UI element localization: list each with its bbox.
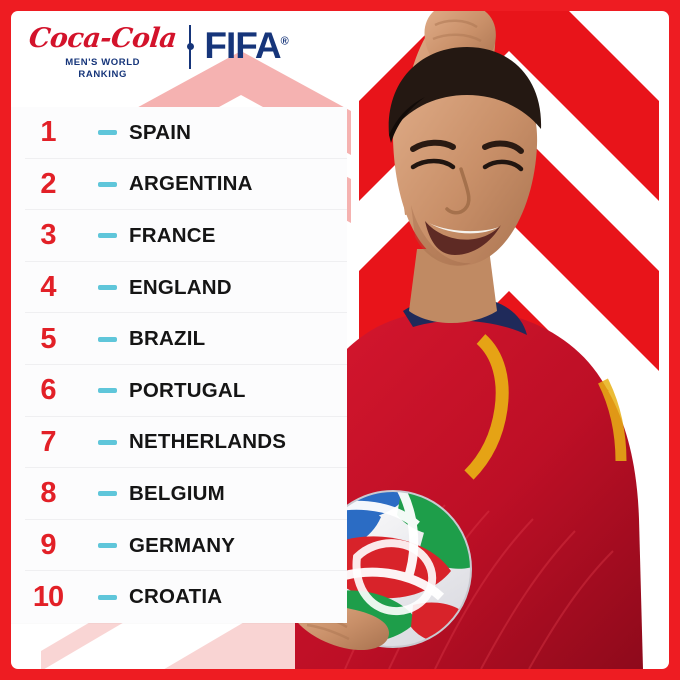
vertical-divider-icon [186, 25, 194, 69]
country-name: PORTUGAL [129, 378, 246, 402]
coca-cola-logo: Coca-Cola MEN'S WORLD RANKING [27, 23, 179, 80]
no-change-dash-icon [97, 594, 117, 600]
rank-movement [85, 336, 129, 342]
rank-position: 5 [40, 322, 56, 355]
rank-position: 10 [32, 580, 64, 613]
no-change-dash-icon [97, 543, 117, 549]
country-name: GERMANY [129, 533, 236, 557]
fifa-wordmark-text: FIFA [204, 25, 281, 66]
table-row[interactable]: 6 PORTUGAL [11, 364, 347, 417]
rank-position: 9 [40, 529, 56, 562]
country-name: BRAZIL [129, 327, 206, 351]
red-chevron-pattern [339, 11, 669, 391]
table-row[interactable]: 5 BRAZIL [11, 313, 347, 365]
subtitle-line-2: RANKING [78, 69, 127, 80]
table-row[interactable]: 8 BELGIUM [11, 468, 347, 520]
subtitle-line-1: MEN'S WORLD [65, 57, 141, 69]
no-change-dash-icon [97, 285, 117, 291]
rank-position: 8 [40, 477, 56, 510]
rank-position: 1 [40, 116, 56, 149]
country-name: ENGLAND [129, 275, 232, 299]
no-change-dash-icon [97, 130, 117, 136]
no-change-dash-icon [97, 491, 117, 497]
country-name: ARGENTINA [129, 172, 253, 196]
country-name: BELGIUM [129, 481, 225, 505]
rank-movement [85, 439, 129, 445]
rank-movement [85, 285, 129, 291]
table-row[interactable]: 7 NETHERLANDS [11, 416, 347, 469]
rank-movement [85, 233, 129, 239]
rank-movement [85, 491, 129, 497]
rank-movement [85, 594, 129, 600]
table-row[interactable]: 10 CROATIA [11, 571, 347, 623]
no-change-dash-icon [97, 336, 117, 342]
no-change-dash-icon [97, 233, 117, 239]
no-change-dash-icon [97, 388, 117, 394]
fifa-logo: FIFA® [204, 25, 289, 67]
table-row[interactable]: 4 ENGLAND [11, 261, 347, 314]
rank-position: 2 [40, 167, 56, 200]
rank-movement [85, 181, 129, 187]
rank-position: 4 [40, 271, 56, 304]
rank-movement [85, 388, 129, 394]
rank-movement [85, 130, 129, 136]
country-name: FRANCE [129, 223, 216, 247]
no-change-dash-icon [97, 181, 117, 187]
brand-lockup: Coca-Cola MEN'S WORLD RANKING FIFA® [27, 23, 289, 81]
trademark-icon: ® [280, 35, 289, 48]
content-stage: Coca-Cola MEN'S WORLD RANKING FIFA® 1 SP… [11, 11, 669, 669]
table-row[interactable]: 9 GERMANY [11, 519, 347, 572]
ranking-list: 1 SPAIN 2 ARGENTINA 3 FRANCE 4 ENGLAND 5 [11, 107, 347, 623]
no-change-dash-icon [97, 439, 117, 445]
rank-position: 6 [40, 374, 56, 407]
rank-position: 3 [40, 219, 56, 252]
country-name: NETHERLANDS [129, 430, 287, 454]
table-row[interactable]: 1 SPAIN [11, 107, 347, 159]
country-name: SPAIN [129, 120, 192, 144]
table-row[interactable]: 3 FRANCE [11, 210, 347, 262]
table-row[interactable]: 2 ARGENTINA [11, 158, 347, 211]
rank-movement [85, 543, 129, 549]
country-name: CROATIA [129, 585, 223, 609]
coca-cola-subtitle: MEN'S WORLD RANKING [65, 57, 140, 80]
rank-position: 7 [40, 425, 56, 458]
coca-cola-wordmark: Coca-Cola [27, 23, 179, 55]
